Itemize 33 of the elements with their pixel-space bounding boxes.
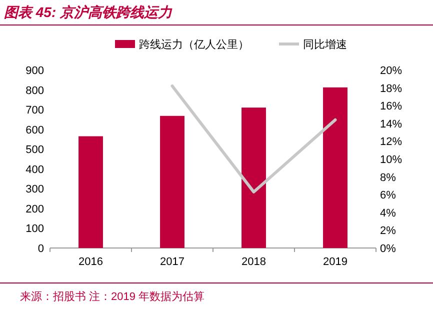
- y2-tick-label: 16%: [380, 100, 402, 113]
- y2-tick-label: 6%: [380, 190, 396, 202]
- y2-tick-label: 20%: [380, 65, 402, 77]
- chart-title: 图表 45: 京沪高铁跨线运力: [4, 4, 174, 20]
- y-tick-label: 200: [26, 203, 44, 216]
- x-tick-label: 2017: [160, 256, 184, 268]
- y2-tick-label: 0%: [380, 243, 396, 255]
- y-tick-label: 900: [26, 65, 44, 77]
- y2-tick-label: 12%: [380, 136, 402, 148]
- y-tick-label: 400: [26, 164, 44, 176]
- bar: [78, 136, 103, 248]
- y2-tick-label: 4%: [380, 207, 396, 220]
- bar: [160, 116, 184, 248]
- y-tick-label: 100: [26, 223, 44, 236]
- y-tick-label: 500: [26, 144, 44, 156]
- y2-tick-label: 18%: [380, 82, 402, 95]
- y2-tick-label: 14%: [380, 118, 402, 130]
- y-tick-label: 300: [26, 184, 44, 196]
- y-tick-label: 700: [26, 104, 44, 117]
- x-tick-label: 2019: [323, 256, 348, 268]
- x-tick-label: 2018: [242, 256, 266, 268]
- legend-label: 同比增速: [303, 38, 347, 51]
- y2-tick-label: 10%: [380, 154, 402, 166]
- source-note: 来源：招股书 注：2019 年数据为估算: [20, 290, 205, 303]
- legend-label: 跨线运力（亿人公里）: [139, 38, 249, 51]
- bar: [242, 108, 266, 248]
- y-tick-label: 0: [38, 243, 44, 255]
- y-tick-label: 600: [26, 124, 44, 136]
- y-tick-label: 800: [26, 84, 44, 97]
- bar: [323, 87, 348, 248]
- y2-tick-label: 8%: [380, 172, 396, 184]
- y2-tick-label: 2%: [380, 225, 396, 238]
- x-tick-label: 2016: [78, 256, 103, 268]
